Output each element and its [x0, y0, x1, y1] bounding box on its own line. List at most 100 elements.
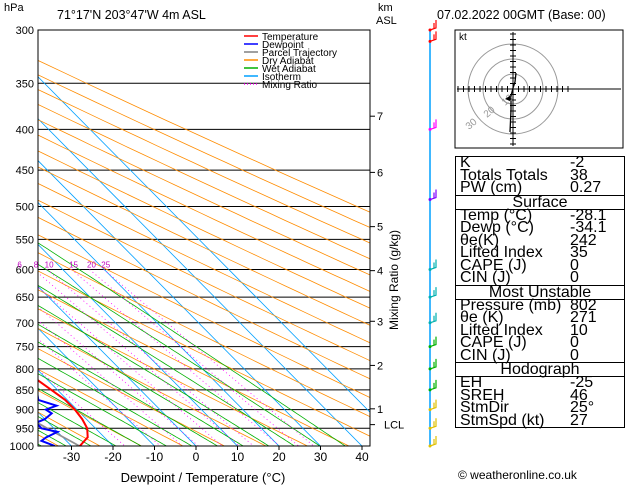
most-unstable-value: 802 — [570, 296, 597, 314]
dry-adiabat-line — [38, 74, 370, 228]
dry-adiabat-line — [38, 134, 370, 292]
credit-text[interactable]: © weatheronline.co.uk — [458, 468, 577, 482]
most-unstable-label: Pressure (mb) — [460, 296, 562, 314]
dry-adiabat-line — [38, 104, 370, 260]
storm-motion-icon — [505, 95, 511, 101]
location-title: 71°17'N 203°47'W 4m ASL — [57, 8, 206, 22]
x-tick-label: -20 — [104, 450, 122, 464]
pressure-axis: 300 350 400 450 500 550 600 650 700 750 800 850 900 9… — [10, 25, 34, 453]
datetime-title: 07.02.2022 00GMT (Base: 00) — [437, 8, 606, 22]
legend-label: Wet Adiabat — [262, 64, 316, 75]
most-unstable-label: Lifted Index — [460, 321, 543, 339]
dry-adiabat-line — [38, 411, 101, 446]
dry-adiabat-line — [38, 270, 370, 437]
pressure-tick-label: 850 — [16, 385, 34, 397]
hodograph-label: SREH — [460, 386, 505, 404]
index-label: K — [460, 154, 471, 171]
dry-adiabat-line — [38, 119, 370, 276]
hodograph-row: StmSpd (kt) 27 — [456, 411, 624, 429]
dry-adiabat-line — [38, 59, 370, 213]
most-unstable-label: CIN (J) — [460, 346, 511, 364]
height-tick-label: 5 — [377, 222, 383, 234]
wet-adiabat-line — [38, 387, 142, 446]
dry-adiabat-line — [38, 199, 370, 362]
profile-lines — [38, 379, 89, 446]
dry-adiabat-line — [38, 289, 350, 446]
wind-barb-mark — [429, 336, 437, 348]
legend-label: Parcel Trajectory — [262, 48, 337, 59]
wind-barb-mark — [429, 399, 437, 411]
wind-barb-mark — [429, 31, 437, 42]
pressure-tick-label: 950 — [16, 423, 34, 435]
isotherm-line — [38, 327, 156, 446]
surface-label: Lifted Index — [460, 244, 543, 261]
wet-adiabat-line — [38, 357, 193, 446]
surface-label: CAPE (J) — [460, 256, 527, 274]
hodograph-value: 46 — [570, 386, 588, 404]
hodograph: 10 20 30 kt — [454, 29, 624, 149]
mixing-ratio-axis-title: Mixing Ratio (g/kg) — [387, 230, 401, 330]
hodograph-value: -25 — [570, 374, 594, 391]
mixing-ratio-label: 8 — [34, 260, 39, 269]
wet-adiabat-line — [38, 242, 347, 446]
wet-adiabat-line — [38, 402, 117, 446]
dry-adiabat-line — [38, 216, 370, 380]
most-unstable-value: 271 — [570, 309, 597, 326]
wind-barb-mark — [429, 436, 437, 447]
wind-barb-mark — [429, 119, 437, 130]
hodograph-value: 27 — [570, 411, 588, 429]
pressure-tick-label: 600 — [16, 264, 34, 276]
dry-adiabat-line — [38, 182, 370, 344]
wind-barb-mark — [429, 379, 437, 391]
index-value: 38 — [570, 166, 588, 184]
hodograph-trace — [509, 72, 517, 133]
mixing-ratio-line — [89, 269, 300, 446]
surface-section: Surface Temp (°C) -28.1 Dewp (°C) -34.1 θe(K… — [456, 194, 624, 285]
height-tick-label: LCL — [384, 420, 404, 432]
hodograph-row: EH -25 — [456, 374, 624, 391]
credit-line[interactable]: © weatheronline.co.uk — [458, 468, 577, 482]
surface-row: Lifted Index 35 — [456, 244, 624, 261]
wind-barb-mark — [429, 312, 437, 324]
isotherm-line — [38, 285, 197, 446]
legend-label: Isotherm — [262, 72, 301, 83]
hodograph-value: 25° — [570, 399, 595, 416]
surface-label: Temp (°C) — [460, 206, 533, 224]
most-unstable-value: 0 — [570, 346, 579, 364]
most-unstable-title: Most Unstable — [456, 284, 624, 300]
x-tick-label: -10 — [146, 450, 164, 464]
pressure-tick-label: 750 — [16, 342, 34, 354]
index-label: Totals Totals — [460, 166, 548, 184]
dry-adiabat-line — [38, 328, 267, 446]
hodograph-unit: kt — [459, 32, 467, 43]
pressure-unit: hPa — [4, 2, 24, 14]
index-label: PW (cm) — [460, 179, 523, 196]
dry-adiabat-line — [38, 234, 370, 399]
mixing-ratio-line — [38, 286, 223, 446]
temperature-axis: -30 -20 -10 0 10 20 30 40 — [63, 446, 369, 464]
index-value: 0.27 — [570, 179, 602, 196]
most-unstable-section: Most Unstable Pressure (mb) 802 θe (K) 271 L… — [456, 284, 624, 364]
dry-adiabat-line — [0, 30, 5, 463]
surface-value: -28.1 — [570, 206, 607, 224]
x-tick-label: 30 — [314, 450, 328, 464]
isotherm-line — [38, 201, 280, 446]
surface-row: CIN (J) 0 — [456, 270, 624, 285]
wind-barb — [428, 189, 437, 202]
wind-barb — [428, 287, 437, 299]
mixing-ratio-line — [38, 272, 241, 446]
x-tick-label: 10 — [231, 450, 245, 464]
mixing-ratio-label: 15 — [69, 260, 78, 269]
height-tick-label: 3 — [377, 316, 383, 328]
indices-table: K -2 Totals Totals 38 PW (cm) 0.27 Surface Te… — [455, 154, 625, 429]
wind-barbs — [428, 20, 437, 448]
wet-adiabat-line — [38, 341, 219, 446]
mixing-ratio-label: 6 — [17, 260, 22, 269]
pressure-tick-label: 450 — [16, 165, 34, 177]
isotherm-line — [38, 76, 370, 413]
wind-barb — [428, 399, 437, 412]
hodograph-label: StmDir — [460, 399, 509, 416]
asl-label: ASL — [376, 15, 397, 27]
surface-title: Surface — [456, 194, 624, 210]
wind-barb — [428, 436, 437, 448]
